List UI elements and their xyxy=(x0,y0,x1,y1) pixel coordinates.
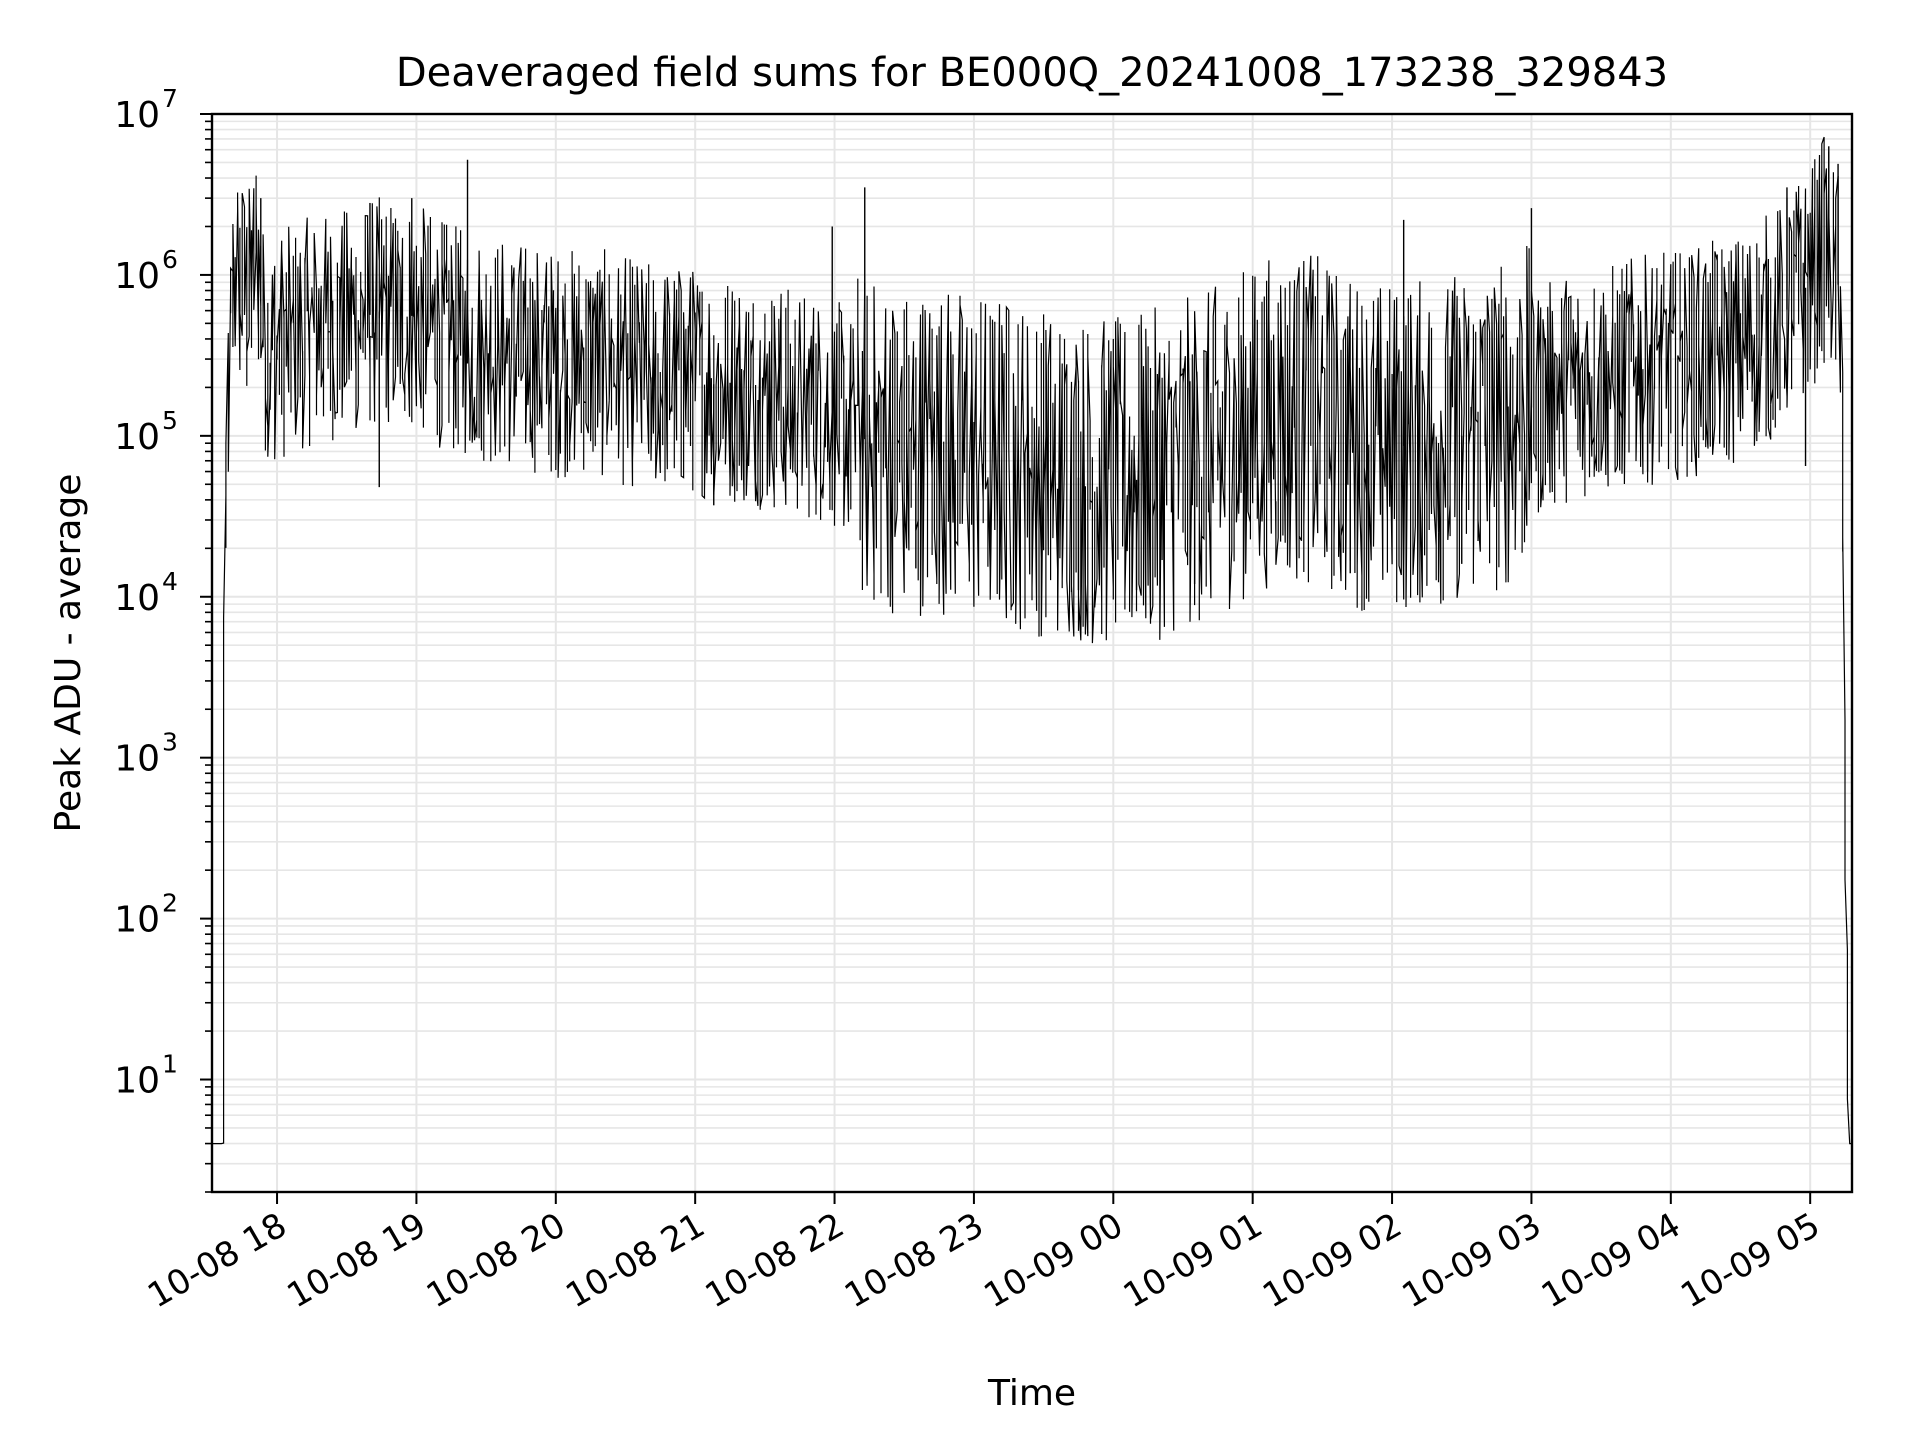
y-tick-label: 10 xyxy=(114,95,160,136)
y-axis-label: Peak ADU - average xyxy=(48,474,89,833)
y-tick-label: 10 xyxy=(114,1061,160,1102)
y-tick-label-exponent: 3 xyxy=(162,728,178,757)
y-tick-label-exponent: 5 xyxy=(162,406,178,435)
y-tick-label: 10 xyxy=(114,739,160,780)
x-axis-label: Time xyxy=(987,1373,1076,1414)
series-layer xyxy=(212,136,1852,1145)
y-tick-label-exponent: 7 xyxy=(162,84,178,113)
y-tick-label: 10 xyxy=(114,256,160,297)
y-tick-label-exponent: 6 xyxy=(162,245,178,274)
grid-layer xyxy=(212,113,1852,1193)
y-tick-label: 10 xyxy=(114,578,160,619)
chart-title: Deaveraged field sums for BE000Q_2024100… xyxy=(396,50,1668,96)
y-tick-label: 10 xyxy=(114,900,160,941)
y-tick-label-exponent: 4 xyxy=(162,567,178,596)
y-tick-label: 10 xyxy=(114,417,160,458)
y-tick-label-exponent: 2 xyxy=(162,889,178,918)
series-line xyxy=(212,136,1852,1145)
y-tick-label-exponent: 1 xyxy=(162,1050,178,1079)
plot-frame xyxy=(210,112,1854,1194)
